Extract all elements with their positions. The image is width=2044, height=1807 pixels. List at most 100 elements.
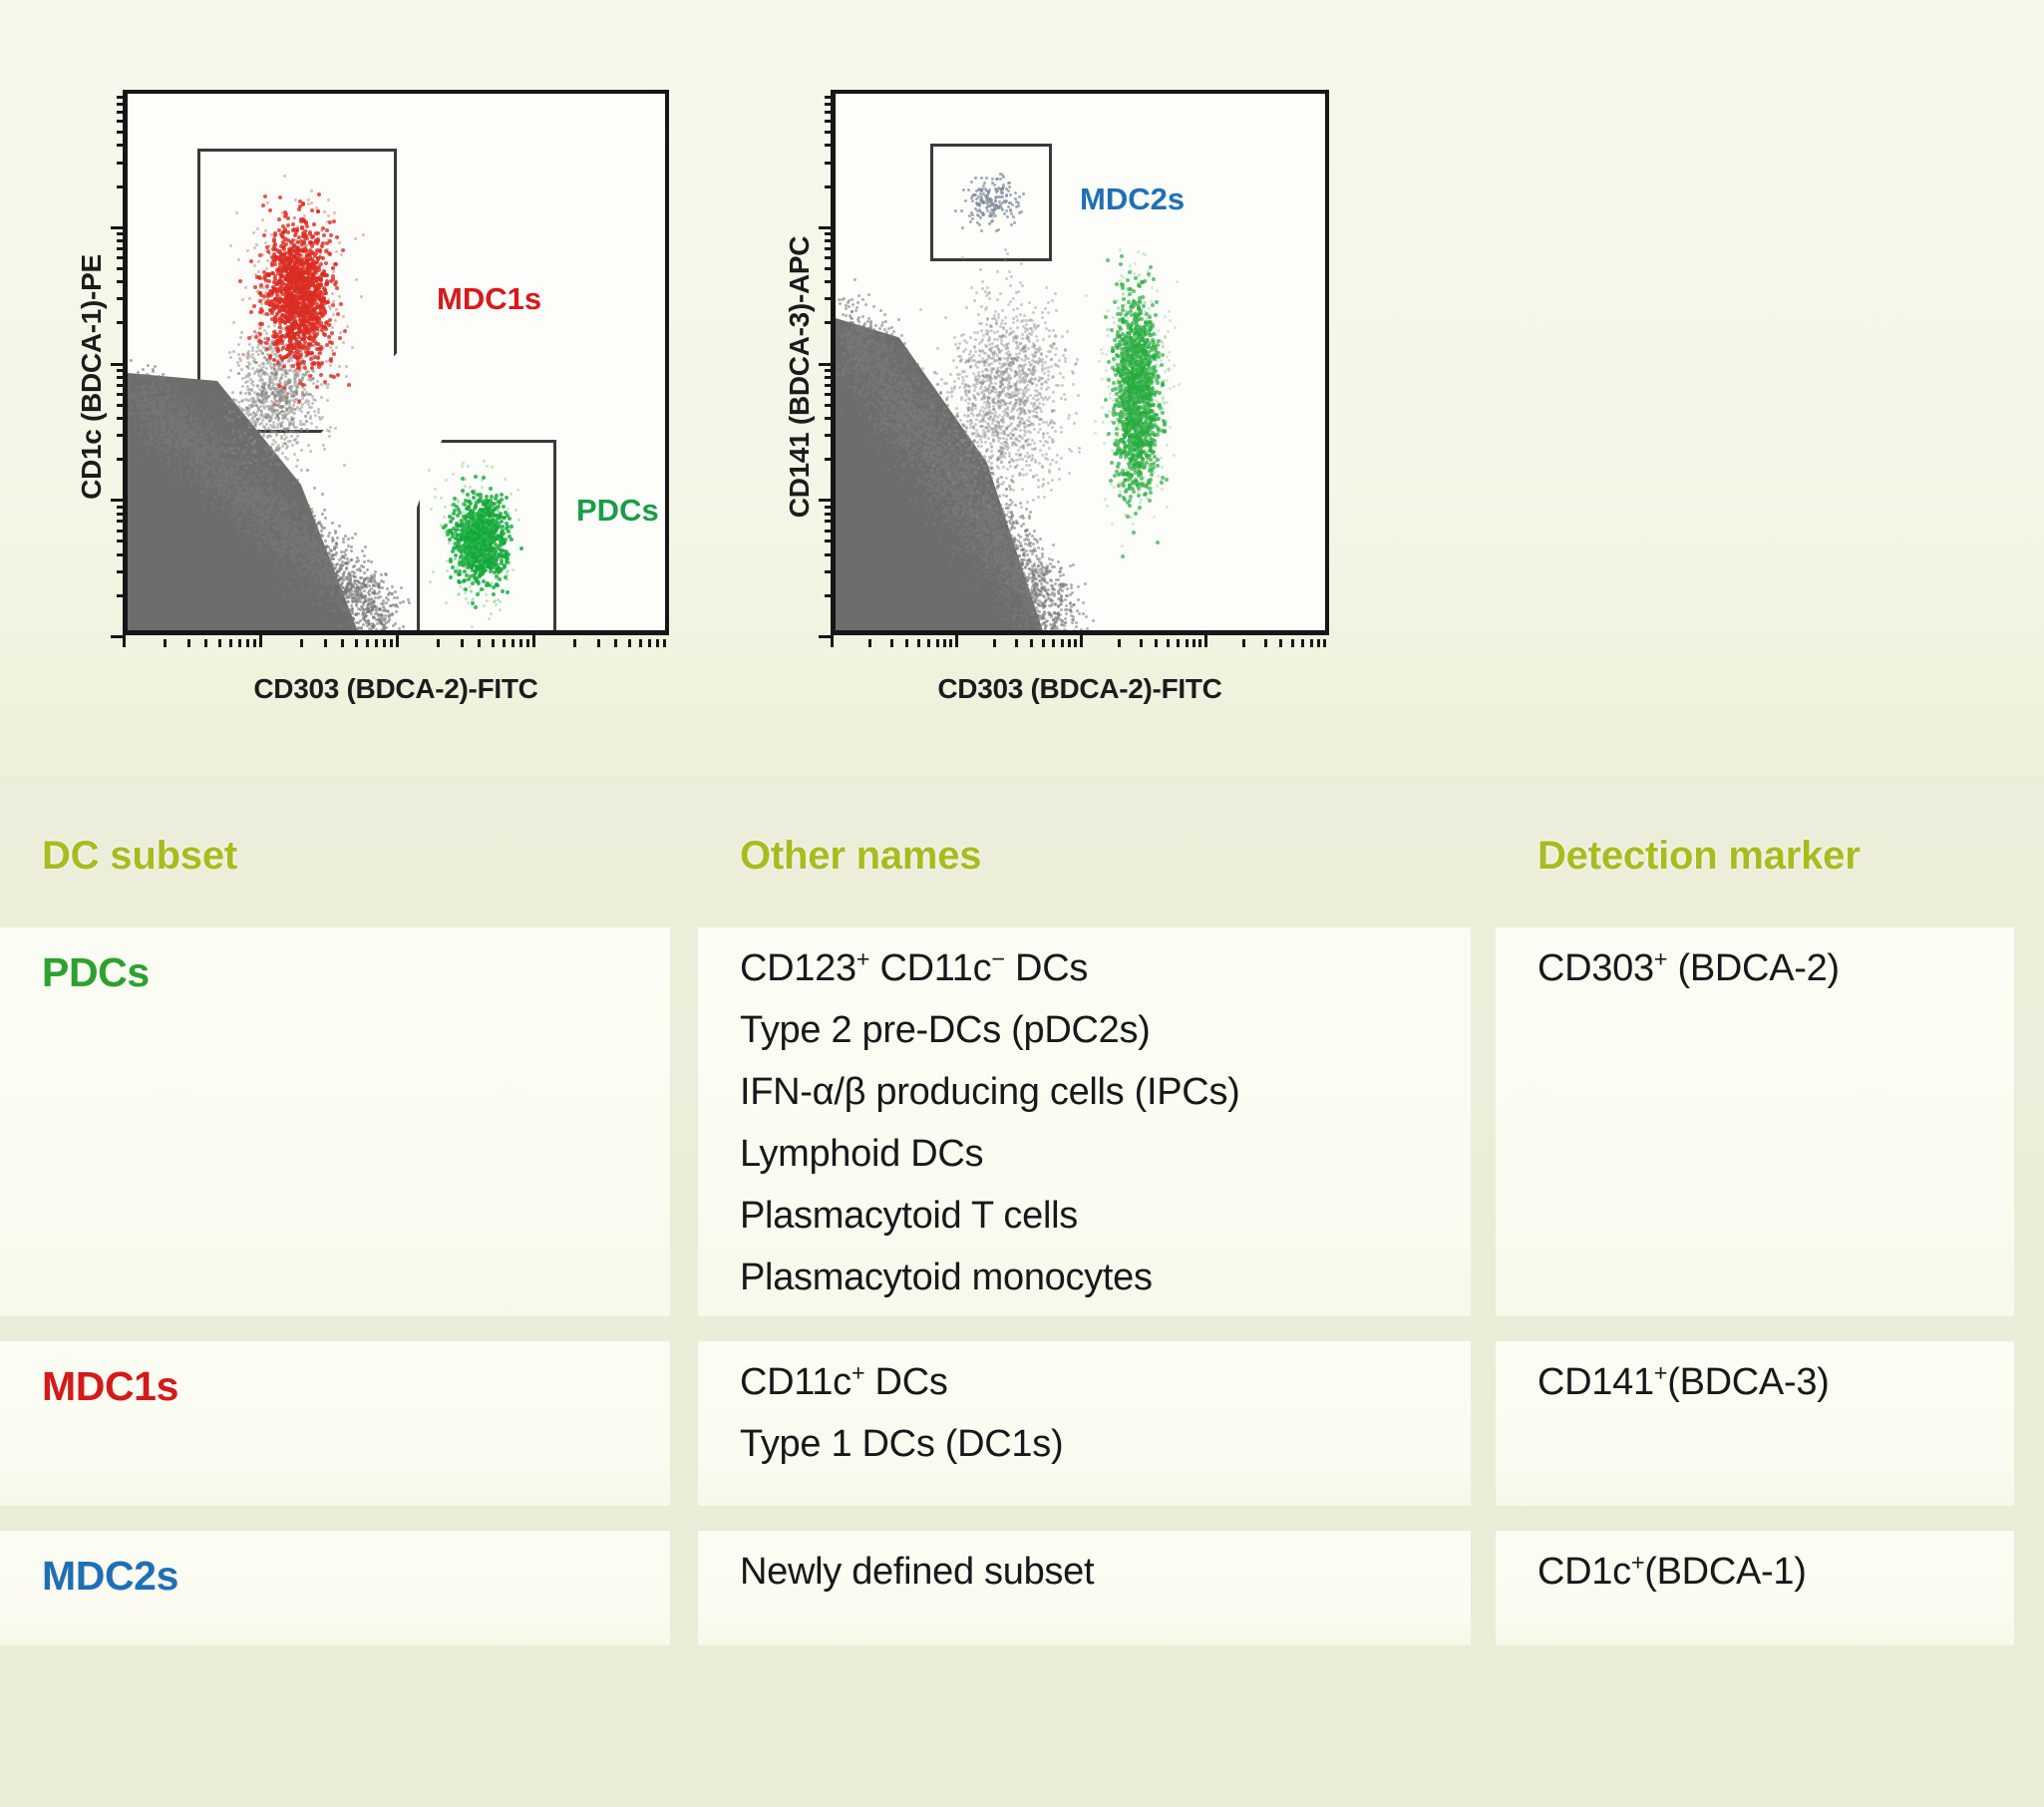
data-point (361, 549, 364, 552)
data-point (386, 587, 389, 590)
data-point (302, 516, 305, 519)
data-point (135, 421, 138, 424)
data-point (323, 509, 326, 512)
data-point (280, 545, 283, 548)
data-point (363, 560, 366, 563)
data-point (178, 436, 181, 439)
data-point (320, 546, 323, 549)
data-point (285, 396, 288, 399)
data-point (310, 244, 314, 248)
data-point (320, 348, 323, 351)
data-point (282, 533, 285, 536)
data-point (271, 308, 275, 312)
data-point (231, 463, 234, 466)
data-point (360, 626, 363, 629)
data-point (287, 412, 290, 415)
data-point (281, 452, 284, 455)
data-point (229, 244, 232, 247)
data-point (281, 445, 284, 448)
data-point (342, 315, 345, 318)
data-point (247, 414, 250, 417)
data-point (241, 408, 244, 411)
data-point (168, 457, 170, 460)
data-point (284, 550, 287, 553)
data-point (217, 453, 220, 456)
data-point (342, 575, 345, 578)
data-point (237, 343, 240, 346)
data-point (285, 436, 288, 439)
data-point (357, 612, 360, 615)
data-point (291, 544, 294, 547)
data-point (332, 557, 335, 560)
data-point (293, 527, 296, 530)
data-point (273, 409, 276, 412)
data-point (241, 438, 244, 441)
data-point (297, 542, 300, 545)
data-point (151, 392, 154, 395)
data-point (201, 425, 204, 428)
data-point (351, 628, 354, 631)
data-point (346, 590, 349, 593)
data-point (267, 481, 270, 484)
data-point (239, 455, 242, 458)
data-point (385, 601, 388, 604)
data-point (185, 409, 188, 412)
data-point (390, 604, 393, 607)
data-point (400, 586, 403, 589)
data-point (178, 401, 181, 404)
data-point (227, 459, 230, 462)
data-point (372, 625, 375, 628)
data-point (382, 605, 385, 608)
data-point (160, 386, 163, 389)
data-point (328, 532, 331, 535)
data-point (282, 247, 286, 251)
data-point (368, 584, 371, 587)
data-point (360, 295, 363, 298)
data-point (257, 534, 260, 537)
data-point (279, 541, 282, 543)
data-point (312, 322, 315, 325)
data-point (312, 283, 315, 286)
data-point (276, 525, 279, 528)
data-point (309, 240, 313, 244)
data-point (320, 530, 323, 533)
data-point (240, 331, 243, 334)
data-point (289, 290, 292, 293)
data-point (292, 501, 295, 504)
data-point (192, 404, 195, 407)
data-point (276, 546, 279, 549)
data-point (217, 469, 220, 472)
data-point (307, 444, 310, 447)
data-point (280, 349, 283, 352)
data-point (272, 237, 276, 241)
data-point (303, 366, 307, 370)
data-point (280, 410, 283, 413)
data-point (205, 488, 208, 491)
data-point (334, 532, 337, 535)
data-point (307, 505, 310, 508)
figure-root: CD1c (BDCA-1)-PE MDC1s PDCs CD303 (BDCA-… (0, 0, 2044, 1807)
data-point (319, 576, 322, 579)
data-point (364, 545, 367, 548)
data-point (347, 544, 350, 547)
data-point (259, 511, 262, 514)
data-point (331, 522, 334, 525)
data-point (294, 537, 297, 540)
data-point (289, 273, 292, 276)
data-point (300, 469, 303, 472)
data-point (273, 343, 276, 346)
data-point (242, 486, 245, 489)
data-point (333, 547, 336, 550)
data-point (230, 447, 233, 450)
data-point (304, 529, 307, 532)
data-point (316, 582, 319, 585)
data-point (365, 585, 368, 588)
data-point (158, 375, 161, 378)
data-point (322, 444, 325, 447)
data-point (265, 347, 269, 351)
data-point (373, 580, 376, 583)
data-point (271, 259, 274, 262)
data-point (299, 548, 302, 551)
data-point (265, 358, 268, 361)
data-point (378, 620, 381, 623)
